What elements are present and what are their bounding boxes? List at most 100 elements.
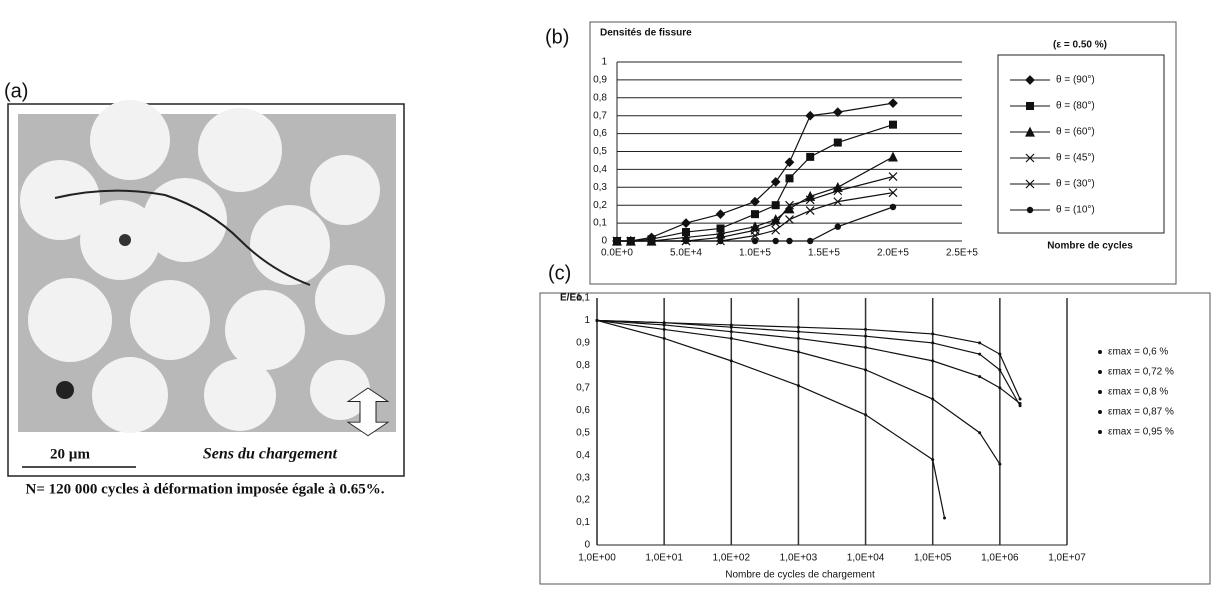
marker (784, 203, 795, 214)
marker (931, 397, 935, 401)
marker (717, 237, 724, 245)
legend-label: εmax = 0,6 % (1108, 347, 1168, 358)
marker (833, 138, 842, 147)
x-tick-label: 1,0E+01 (645, 553, 683, 564)
marker (888, 151, 898, 162)
marker (785, 200, 794, 210)
marker (771, 218, 781, 228)
marker (770, 177, 781, 187)
marker (627, 237, 634, 245)
y-axis-title: Densités de fissure (600, 28, 692, 39)
x-tick-label: 2.5E+5 (946, 248, 978, 259)
y-axis-title: E/Eo (560, 293, 582, 304)
marker (888, 172, 898, 181)
marker (1018, 402, 1022, 406)
marker (796, 325, 800, 329)
marker (1025, 179, 1035, 189)
marker (681, 218, 691, 228)
legend-title: (ε = 0.50 %) (1053, 40, 1107, 51)
x-tick-label: 1,0E+07 (1048, 553, 1086, 564)
marker (785, 215, 794, 224)
y-tick-label: 0,8 (593, 92, 607, 103)
marker (613, 237, 621, 245)
x-tick-label: 0.0E+0 (601, 248, 633, 259)
marker (805, 110, 816, 121)
marker (931, 332, 935, 336)
marker (931, 359, 935, 363)
x-tick-label: 1,0E+00 (578, 553, 616, 564)
marker (785, 174, 794, 183)
y-tick-label: 0,9 (593, 75, 607, 86)
marker (833, 186, 843, 196)
y-tick-label: 0,1 (593, 218, 607, 229)
y-tick-label: 0,7 (576, 382, 590, 393)
y-tick-label: 1 (584, 315, 590, 326)
legend-label: θ = (10°) (1056, 205, 1095, 216)
marker (1018, 397, 1022, 401)
y-tick-label: 0,3 (593, 182, 607, 193)
marker (772, 237, 779, 245)
y-tick-label: 0,4 (576, 450, 590, 461)
marker (750, 196, 760, 207)
micrograph (18, 100, 396, 433)
series-line (596, 319, 1001, 465)
x-axis-title: Nombre de cycles (1047, 241, 1133, 252)
x-axis-title: Nombre de cycles de chargement (725, 570, 875, 581)
legend-label: εmax = 0,95 % (1108, 427, 1174, 438)
marker (662, 321, 666, 325)
marker (1018, 404, 1022, 408)
marker (998, 368, 1002, 372)
legend-label: εmax = 0,8 % (1108, 387, 1168, 398)
marker (864, 368, 868, 372)
marker (729, 325, 733, 329)
legend-label: θ = (45°) (1056, 153, 1095, 164)
marker (786, 237, 793, 245)
marker (771, 225, 781, 235)
legend-swatch (1098, 410, 1102, 414)
legend-swatch (1098, 430, 1102, 434)
marker (864, 413, 868, 417)
marker (662, 336, 666, 340)
marker (771, 201, 780, 210)
marker (1025, 126, 1035, 137)
y-tick-label: 0,6 (576, 405, 590, 416)
x-tick-label: 2.0E+5 (877, 248, 909, 259)
y-tick-label: 0,5 (576, 427, 590, 438)
y-tick-label: 0,6 (593, 128, 607, 139)
marker (729, 323, 733, 327)
marker (1026, 102, 1034, 110)
marker (784, 157, 795, 168)
y-tick-label: 1 (601, 57, 607, 68)
marker (729, 336, 733, 340)
marker (750, 231, 760, 241)
marker (662, 323, 666, 327)
y-tick-label: 0,1 (576, 517, 590, 528)
marker (864, 327, 868, 331)
load-arrow (346, 387, 390, 437)
y-tick-label: 1,1 (576, 293, 590, 304)
y-tick-label: 0 (584, 540, 590, 551)
marker (832, 107, 843, 117)
marker (796, 330, 800, 334)
legend-label: θ = (60°) (1056, 127, 1095, 138)
y-tick-label: 0,2 (576, 495, 590, 506)
marker (751, 210, 759, 219)
x-tick-label: 1.5E+5 (808, 248, 840, 259)
panel-label: (a) (4, 80, 28, 102)
series-line (617, 102, 894, 242)
x-tick-label: 1,0E+04 (847, 553, 885, 564)
marker (864, 345, 868, 349)
legend-swatch (1098, 390, 1102, 394)
marker (806, 152, 815, 161)
y-tick-label: 0,9 (576, 338, 590, 349)
marker (805, 206, 815, 215)
marker (931, 458, 935, 462)
legend-label: εmax = 0,87 % (1108, 407, 1174, 418)
marker (729, 359, 733, 363)
marker (595, 318, 599, 322)
y-tick-label: 0,7 (593, 110, 607, 121)
marker (998, 386, 1002, 390)
y-tick-label: 0,4 (593, 164, 607, 175)
marker (796, 336, 800, 340)
